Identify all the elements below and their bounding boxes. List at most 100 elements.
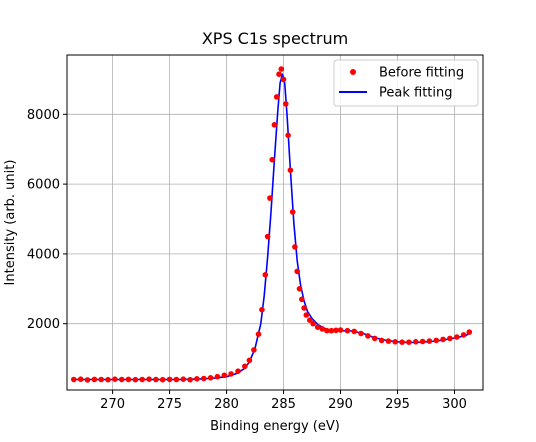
x-tick-label: 270: [100, 397, 125, 412]
data-point: [307, 317, 313, 324]
data-point: [285, 132, 291, 139]
y-tick-label: 8000: [27, 108, 60, 123]
data-point: [246, 357, 253, 364]
data-point: [242, 363, 248, 370]
data-point: [419, 338, 426, 345]
data-point: [112, 376, 118, 383]
data-point: [351, 328, 358, 335]
data-point: [378, 337, 385, 344]
data-point: [296, 286, 303, 292]
data-point: [207, 375, 214, 381]
data-point: [454, 334, 460, 340]
data-point: [273, 94, 280, 100]
axis-ticks: 270 275 280 285 290 295 300 2000 4000 6000 8000: [27, 108, 467, 412]
y-tick-label: 4000: [27, 247, 60, 262]
data-point: [344, 327, 351, 334]
y-tick-label: 6000: [27, 178, 60, 193]
data-point: [132, 376, 139, 383]
data-point: [406, 339, 412, 346]
fit-line-layer: [73, 73, 470, 381]
data-point: [146, 376, 152, 383]
legend-label-peak-fitting: Peak fitting: [379, 86, 453, 101]
data-point: [328, 327, 335, 334]
data-point: [201, 375, 207, 382]
y-tick-label: 2000: [27, 317, 60, 332]
data-point: [324, 327, 330, 334]
x-tick-label: 295: [385, 397, 410, 412]
data-point: [267, 195, 273, 201]
y-axis-label: Intensity (arb. unit): [3, 160, 18, 286]
data-point: [180, 376, 187, 383]
data-point: [98, 376, 104, 383]
data-point: [299, 296, 305, 303]
data-point: [292, 244, 298, 250]
grid-lines: [67, 55, 483, 390]
data-point: [118, 376, 125, 383]
data-point: [91, 376, 98, 383]
data-point: [262, 272, 269, 278]
data-point: [392, 339, 399, 345]
data-point: [433, 337, 440, 344]
data-point: [77, 376, 84, 383]
data-point: [251, 347, 257, 353]
legend-marker-before-fitting: [350, 69, 356, 75]
x-tick-label: 285: [271, 397, 296, 412]
x-axis-label: Binding energy (eV): [210, 419, 340, 434]
data-point: [426, 338, 433, 344]
data-point: [269, 156, 276, 163]
data-point: [365, 333, 371, 339]
data-point: [276, 71, 282, 77]
data-point: [214, 373, 221, 380]
data-point: [283, 101, 289, 107]
data-point: [289, 209, 296, 215]
data-point: [399, 339, 405, 346]
x-tick-label: 300: [442, 397, 467, 412]
data-point: [294, 268, 301, 275]
data-point: [385, 338, 392, 344]
data-point: [440, 336, 446, 343]
data-point: [125, 376, 132, 383]
data-point: [301, 305, 307, 311]
data-point: [259, 306, 265, 313]
data-point: [447, 335, 453, 342]
data-point: [333, 327, 339, 334]
data-point: [235, 368, 241, 375]
data-point: [264, 233, 271, 240]
data-point: [358, 330, 364, 337]
data-point: [287, 167, 294, 173]
x-tick-label: 280: [214, 397, 239, 412]
data-point: [319, 326, 326, 332]
data-point: [221, 372, 228, 379]
peak-fitting-line: [73, 73, 470, 381]
data-point: [278, 66, 285, 72]
data-point: [187, 376, 193, 383]
data-point: [337, 327, 344, 333]
data-point: [159, 376, 166, 383]
data-point: [371, 335, 378, 342]
data-point: [466, 329, 473, 335]
legend-label-before-fitting: Before fitting: [379, 66, 464, 81]
data-point: [271, 122, 278, 128]
plot-frame: [66, 54, 484, 391]
data-point: [460, 332, 467, 338]
data-point: [173, 376, 180, 383]
legend: Before fitting Peak fitting: [333, 59, 479, 107]
data-point: [228, 371, 234, 377]
data-point: [303, 312, 310, 318]
data-point: [310, 320, 317, 327]
data-point: [255, 331, 262, 338]
legend-box: [333, 59, 479, 107]
data-point: [314, 324, 321, 331]
data-point: [84, 377, 91, 383]
data-point: [166, 376, 173, 383]
chart-title: XPS C1s spectrum: [202, 29, 348, 48]
data-point: [139, 376, 145, 383]
data-point: [105, 376, 111, 383]
data-point: [194, 376, 200, 382]
data-points-layer: [71, 66, 473, 383]
data-point: [280, 76, 287, 83]
x-tick-label: 275: [157, 397, 182, 412]
data-point: [71, 376, 77, 383]
